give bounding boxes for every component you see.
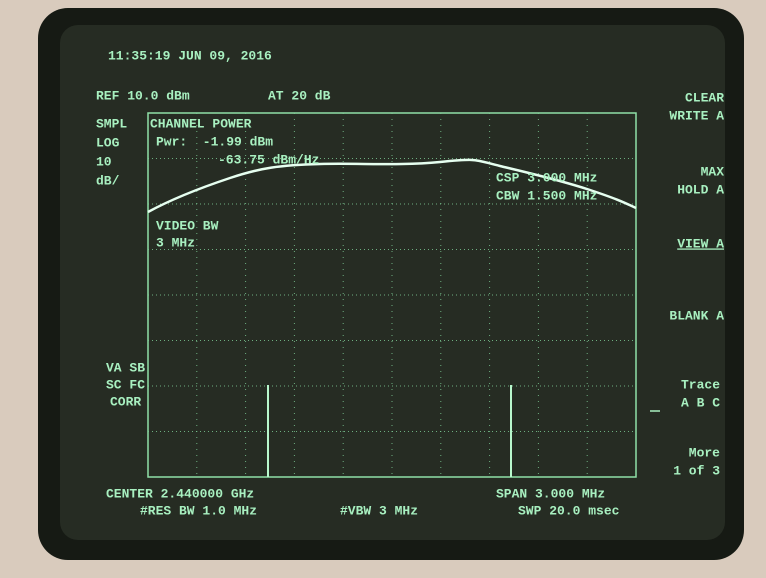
left-annotation: LOG [96,135,120,150]
span: SPAN 3.000 MHz [496,486,605,501]
attenuation: AT 20 dB [268,88,331,103]
resolution-bw: #RES BW 1.0 MHz [140,503,257,518]
channel-power-title: CHANNEL POWER [150,116,252,131]
softkey: VIEW A [677,236,724,251]
graticule [147,112,637,478]
correction: SC FC [106,377,145,392]
correction: VA SB [106,360,145,375]
left-annotation: SMPL [96,116,127,131]
softkey: A B C [681,395,720,410]
video-bw: #VBW 3 MHz [340,503,418,518]
correction: CORR [110,394,141,409]
softkey: More [689,445,720,460]
left-annotation: 10 [96,154,112,169]
center-frequency: CENTER 2.440000 GHz [106,486,254,501]
video-bw-value: 3 MHz [156,235,195,250]
trace [147,158,637,214]
timestamp: 11:35:19 JUN 09, 2016 [108,48,272,63]
channel-spacing: CSP 3.000 MHz [496,170,597,185]
sweep-time: SWP 20.0 msec [518,503,620,518]
reference-level: REF 10.0 dBm [96,88,190,103]
softkey: BLANK A [669,308,724,323]
softkey: Trace [681,377,720,392]
softkey: WRITE A [669,108,724,123]
softkey: MAX [701,164,725,179]
left-annotation: dB/ [96,173,120,188]
softkey: 1 of 3 [673,463,720,478]
screen-glow [60,25,725,540]
softkey: HOLD A [677,182,724,197]
power-density: -63.75 dBm/Hz [218,152,319,167]
video-bw-label: VIDEO BW [156,218,219,233]
channel-bandwidth: CBW 1.500 MHz [496,188,597,203]
softkey: CLEAR [685,90,724,105]
channel-power: Pwr: -1.99 dBm [156,134,273,149]
